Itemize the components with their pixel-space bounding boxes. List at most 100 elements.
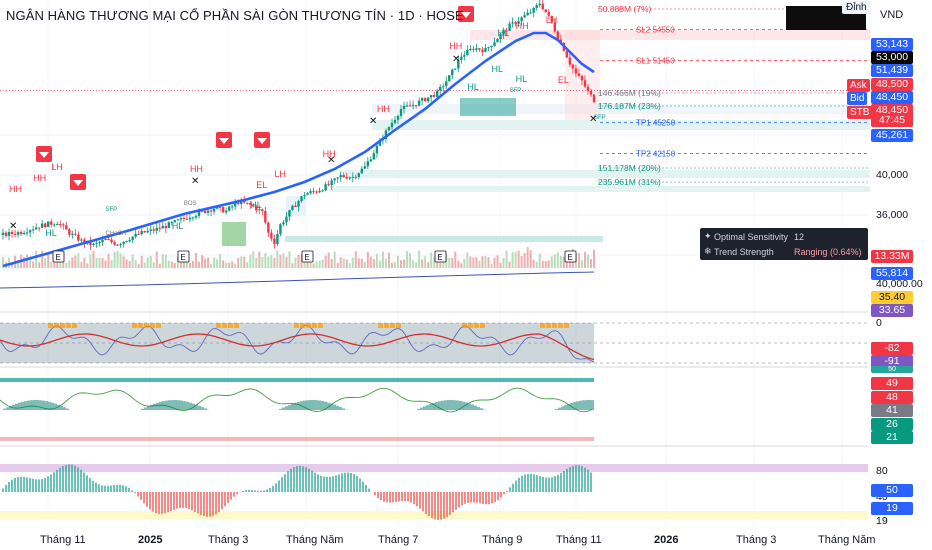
candle-body — [523, 15, 526, 18]
candle-body — [535, 5, 538, 8]
volume-bar — [556, 252, 559, 268]
flow-hist — [444, 400, 447, 410]
candle-body — [402, 105, 406, 110]
candle-body — [499, 34, 502, 40]
volume-bar — [225, 262, 228, 268]
volume-bar — [403, 259, 406, 268]
candle-body — [321, 190, 324, 192]
price-axis-label: 36,000 — [876, 209, 909, 221]
flow-hist — [441, 400, 444, 410]
quote-label-bid: Bid — [847, 92, 868, 105]
volume-bar — [366, 252, 369, 268]
candle-body — [110, 239, 113, 243]
structure-label: HL — [491, 64, 503, 74]
volume-bar — [535, 261, 538, 268]
top-button[interactable]: Đỉnh — [842, 1, 871, 14]
volume-bar — [397, 255, 400, 268]
volume-bar — [231, 261, 234, 268]
candle-body — [215, 206, 219, 209]
bottom-value-tag: 50 — [871, 484, 913, 497]
volume-bar — [472, 257, 475, 268]
volume-bar — [216, 259, 219, 268]
osc-overbought-mark — [132, 323, 137, 328]
candle-body — [420, 98, 424, 101]
volume-bar — [222, 260, 225, 268]
volume-bar — [577, 253, 580, 268]
volume-bar — [264, 252, 267, 268]
volume-bar — [481, 256, 484, 268]
volume-profile-label: 151.178M (20%) — [598, 163, 661, 173]
trend-icon: ❄ — [704, 246, 712, 256]
candle-body — [131, 236, 134, 241]
volume-bar — [487, 257, 490, 268]
flow-scale-top: 50 — [871, 366, 913, 373]
candle-body — [194, 215, 198, 218]
volume-bar — [210, 263, 213, 268]
candle-body — [227, 206, 231, 211]
flow-hist — [174, 400, 177, 410]
osc-overbought-mark — [306, 323, 311, 328]
earnings-marker: E — [180, 253, 185, 262]
candle-body — [10, 231, 14, 234]
volume-bar — [62, 259, 65, 268]
candle-body — [264, 211, 267, 223]
volume-bar — [38, 262, 41, 268]
osc-overbought-mark — [468, 323, 473, 328]
flow-hist — [333, 404, 336, 410]
osc-overbought-mark — [48, 323, 53, 328]
candle-body — [478, 48, 481, 50]
candle-body — [417, 100, 421, 106]
candle-body — [550, 15, 553, 23]
volume-bar — [95, 257, 98, 268]
volume-bar — [65, 262, 68, 268]
currency-label[interactable]: VND — [880, 9, 904, 21]
flow-hist — [204, 408, 207, 410]
flow-hist — [165, 400, 168, 410]
indicator-panes — [0, 271, 868, 520]
volume-bar — [188, 263, 191, 268]
volume-bar — [228, 262, 231, 268]
volume-bar — [288, 251, 291, 268]
flow-hist — [324, 401, 327, 410]
volume-bar — [475, 257, 478, 268]
volume-bar — [342, 258, 345, 268]
candle-body — [411, 105, 415, 107]
candle-body — [291, 205, 294, 211]
bottom-value-tag: 19 — [871, 502, 913, 515]
structure-label: SFP — [594, 115, 606, 121]
volume-bar — [360, 258, 363, 268]
price-axis-label: 40,000 — [876, 169, 909, 181]
volume-bar — [532, 259, 535, 268]
candle-body — [282, 222, 285, 225]
sell-arrow — [73, 180, 83, 186]
flow-hist — [432, 402, 435, 410]
supply-zone — [470, 30, 870, 40]
volume-bar — [204, 258, 207, 268]
structure-label: HH — [9, 184, 22, 194]
candle-body — [369, 159, 373, 162]
volume-bar — [312, 263, 315, 268]
sl-zone — [565, 30, 600, 120]
flow-hist — [159, 401, 162, 410]
volume-zone-20 — [340, 170, 870, 178]
volume-bar — [164, 254, 167, 268]
flow-hist — [297, 401, 300, 410]
volume-bar — [107, 253, 110, 268]
volume-bar — [321, 259, 324, 268]
volume-bar — [194, 252, 197, 268]
candle-body — [432, 95, 436, 97]
flow-hist — [144, 407, 147, 410]
volume-bar — [448, 257, 451, 268]
flow-hist — [57, 404, 60, 410]
candle-body — [98, 242, 101, 244]
candle-body — [541, 3, 544, 10]
candle-body — [68, 229, 71, 235]
osc-overbought-mark — [378, 323, 383, 328]
candle-body — [345, 177, 348, 179]
volume-bar — [279, 254, 282, 268]
candle-body — [95, 242, 98, 244]
candle-body — [16, 232, 20, 235]
candle-body — [529, 12, 532, 14]
volume-bar — [146, 257, 149, 268]
volume-bar — [50, 261, 53, 268]
